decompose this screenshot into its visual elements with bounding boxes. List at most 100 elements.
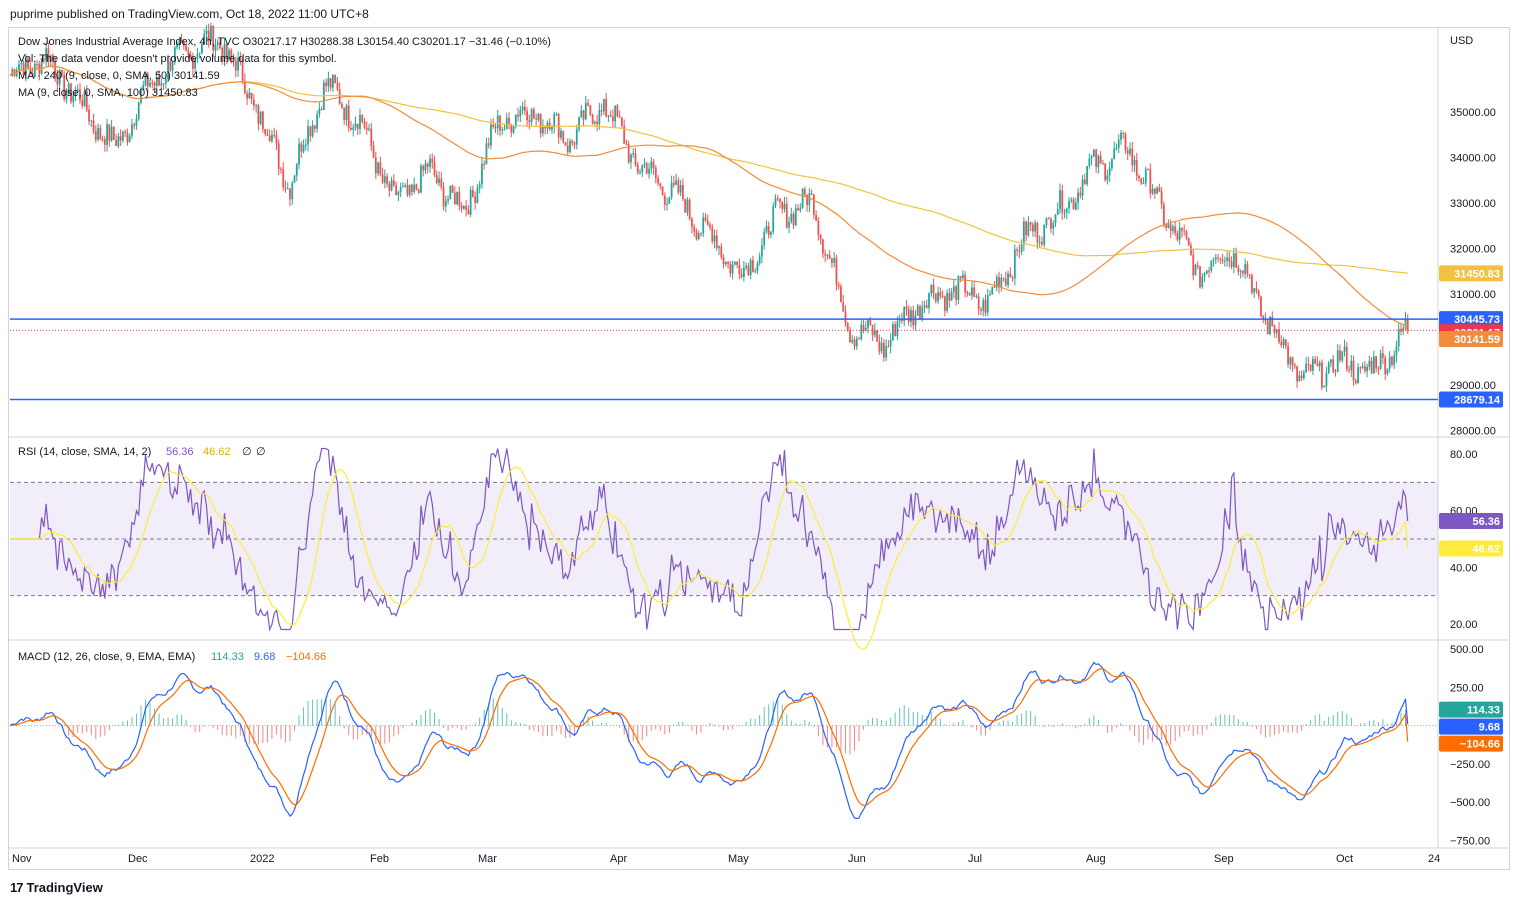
footer-brand[interactable]: 17 TradingView (10, 880, 103, 895)
candle-body (1221, 259, 1224, 262)
candle-body (451, 185, 454, 193)
candle-body (481, 163, 483, 185)
candle-body (1379, 353, 1382, 369)
candle-body (126, 132, 129, 143)
candle-body (1339, 350, 1341, 361)
candle-body (639, 172, 641, 174)
candle-body (1402, 327, 1405, 332)
candle-body (867, 318, 869, 328)
candle-body (517, 114, 519, 117)
price-tick: 34000.00 (1450, 152, 1496, 164)
candle-body (562, 130, 565, 143)
candle-body (273, 134, 276, 136)
candle-body (828, 254, 831, 259)
candle-body (1388, 356, 1391, 369)
candle-body (596, 121, 598, 125)
candle-body (47, 48, 50, 62)
candle-body (266, 133, 269, 136)
candle-body (1065, 208, 1068, 213)
candle-body (1192, 254, 1195, 276)
rsi-empty-2: ∅ (256, 446, 266, 458)
candle-body (426, 163, 429, 167)
candle-body (980, 309, 982, 311)
candle-body (636, 164, 639, 173)
candle-body (709, 224, 711, 228)
price-overlays (9, 65, 1438, 401)
candle-body (368, 128, 370, 130)
candle-body (1404, 318, 1407, 328)
candle-body (731, 264, 734, 274)
candle-body (1332, 359, 1335, 372)
candle-body (799, 207, 802, 211)
candle-body (469, 189, 472, 215)
candle-body (1009, 273, 1012, 278)
candle-body (280, 168, 282, 170)
candle-body (359, 115, 361, 129)
candle-body (363, 121, 366, 128)
candle-body (293, 175, 296, 183)
candle-body (1377, 368, 1380, 370)
candle-body (695, 231, 698, 239)
macd-tick: −750.00 (1450, 835, 1490, 847)
candle-body (882, 342, 885, 358)
candle-body (1334, 371, 1337, 373)
candle-body (302, 144, 305, 152)
candle-body (304, 144, 307, 146)
candle-body (1357, 367, 1359, 384)
candle-body (1095, 149, 1098, 168)
candle-body (587, 103, 589, 106)
macd-line (9, 661, 1409, 820)
candle-body (447, 198, 449, 201)
candle-body (846, 322, 849, 331)
candle-body (668, 197, 671, 204)
candle-body (173, 47, 176, 63)
candle-body (1000, 277, 1003, 288)
candle-body (29, 67, 32, 74)
candle-body (1386, 368, 1389, 375)
candle-body (616, 105, 619, 117)
candle-body (1167, 224, 1170, 228)
candle-body (137, 102, 140, 120)
candle-body (1210, 260, 1213, 271)
candle-body (955, 286, 958, 300)
candle-body (225, 44, 228, 59)
candle-body (1217, 257, 1219, 259)
candle-body (1237, 267, 1240, 272)
candle-body (641, 165, 644, 173)
candle-body (431, 158, 434, 163)
candle-body (1325, 373, 1328, 387)
candle-body (853, 339, 856, 347)
candle-body (600, 110, 603, 112)
candle-body (311, 125, 314, 137)
candle-body (496, 115, 499, 129)
candle-body (153, 83, 156, 86)
candle-body (871, 325, 874, 336)
macd-tag-bg (1439, 718, 1503, 735)
candle-body (682, 184, 684, 199)
candle-body (790, 214, 793, 222)
candle-body (1194, 264, 1197, 276)
candle-body (1293, 365, 1296, 367)
candle-body (462, 205, 465, 209)
candle-body (1106, 175, 1109, 180)
candle-body (31, 73, 34, 77)
tradingview-logo-icon: 17 (10, 880, 24, 895)
candle-body (1350, 360, 1353, 371)
legend: Dow Jones Industrial Average Index, 4h, … (18, 36, 551, 663)
candle-body (438, 178, 440, 183)
candle-body (530, 109, 533, 123)
candle-body (1108, 167, 1111, 176)
candle-body (49, 55, 52, 62)
candle-body (1284, 339, 1287, 346)
price-tick: 33000.00 (1450, 198, 1496, 210)
candle-body (959, 276, 962, 279)
candle-body (1395, 346, 1398, 356)
candle-body (1149, 169, 1152, 194)
candle-body (526, 111, 528, 121)
candle-body (1041, 242, 1043, 245)
candle-body (806, 195, 808, 206)
candle-body (1397, 329, 1400, 347)
time-tick: Dec (128, 853, 148, 865)
candle-body (232, 57, 235, 61)
